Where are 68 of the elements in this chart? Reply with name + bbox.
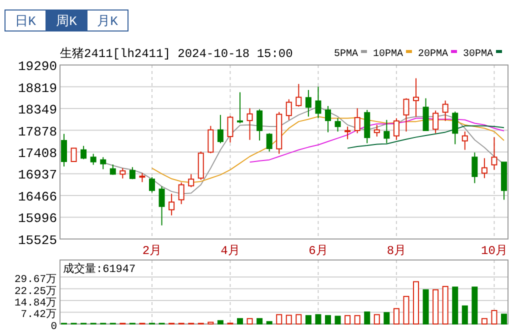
bar <box>442 286 448 324</box>
bar <box>364 311 370 324</box>
bar <box>501 314 507 324</box>
y-tick-label: 18349 <box>18 102 57 118</box>
text: 月K <box>97 14 118 29</box>
bar <box>325 315 331 324</box>
chart-title: 生猪2411[lh2411] 2024-10-18 15:00 <box>60 47 293 61</box>
y-tick-label: 19290 <box>18 59 57 74</box>
text: 成交量:61947 <box>63 262 136 276</box>
candlestick <box>413 78 419 118</box>
y-tick-label: 16466 <box>18 190 57 205</box>
y-tick-label: 15525 <box>18 233 57 248</box>
bar <box>256 318 263 324</box>
y-tick-label: 29.67万 <box>14 273 57 286</box>
bar <box>374 314 380 324</box>
bar <box>462 305 468 324</box>
bar <box>422 289 429 324</box>
y-tick-label: 14.84万 <box>14 296 57 310</box>
bar <box>344 315 351 324</box>
candlestick <box>462 131 468 150</box>
bar <box>286 314 292 324</box>
bar <box>276 314 282 324</box>
text: 周K <box>56 14 78 29</box>
bar <box>246 318 253 324</box>
text: 日K <box>15 14 36 29</box>
bar <box>413 281 419 324</box>
bar <box>305 315 312 324</box>
legend-label: 30PMA <box>462 49 493 60</box>
bar <box>237 318 243 324</box>
y-tick-label: 17878 <box>18 124 57 140</box>
candlestick <box>442 100 448 122</box>
y-tick-label: 0 <box>50 321 57 331</box>
bar <box>432 289 439 324</box>
candlestick <box>491 136 498 170</box>
x-tick-label: 8月 <box>386 244 406 258</box>
candlestick <box>481 158 488 179</box>
y-tick-label: 17408 <box>18 146 57 161</box>
x-tick-label: 6月 <box>308 244 328 258</box>
bar <box>296 314 302 324</box>
y-tick-label: 15996 <box>18 211 57 226</box>
bar <box>403 296 410 324</box>
x-tick-label: 4月 <box>220 244 240 258</box>
bar <box>491 310 498 324</box>
candlestick <box>384 119 390 144</box>
candlestick <box>315 86 322 119</box>
bar <box>393 308 400 324</box>
bar <box>481 318 488 324</box>
legend-label: 20PMA <box>418 49 448 60</box>
legend-label: 10PMA <box>372 49 403 60</box>
bar <box>334 316 341 324</box>
candlestick <box>334 118 341 132</box>
y-tick-label: 16937 <box>18 168 57 183</box>
bar <box>217 320 224 324</box>
candlestick <box>120 168 126 179</box>
y-tick-label: 18819 <box>18 80 57 96</box>
candlestick <box>168 193 175 216</box>
x-tick-label: 2月 <box>142 244 162 258</box>
bar <box>266 321 272 324</box>
y-tick-label: 7.42万 <box>20 308 57 322</box>
x-tick-label: 10月 <box>481 244 508 258</box>
bar <box>384 312 390 324</box>
bar <box>452 286 458 324</box>
candlestick <box>305 89 312 118</box>
legend-label: 5PMA <box>334 49 358 60</box>
bar <box>472 286 478 324</box>
bar <box>315 314 322 324</box>
bar <box>354 315 360 324</box>
y-tick-label: 22.25万 <box>14 284 57 298</box>
